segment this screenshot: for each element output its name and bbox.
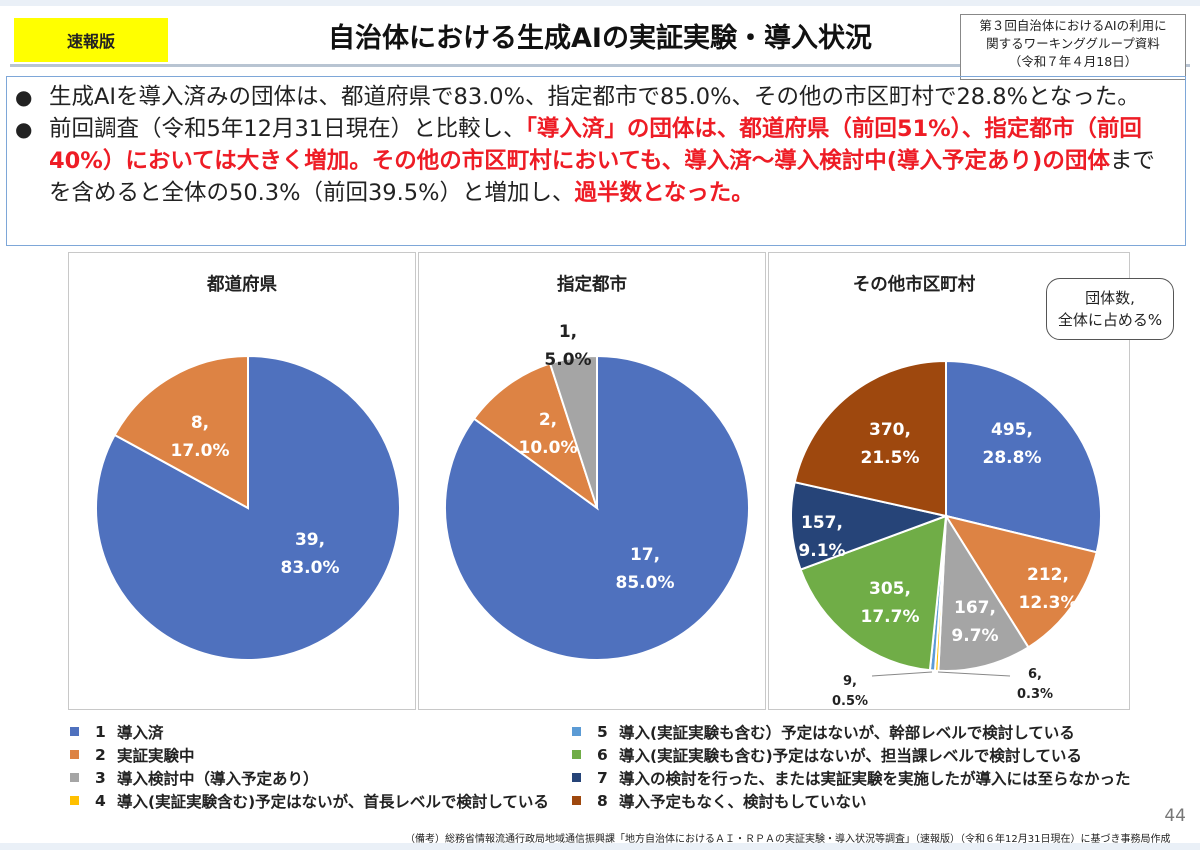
legend-label: 導入(実証実験も含む）予定はないが、幹部レベルで検討している: [619, 723, 1075, 742]
data-label-count: 167,: [954, 598, 996, 618]
legend-item: 1 導入済: [70, 720, 549, 743]
bullet-dot-icon: ●: [15, 85, 33, 109]
summary-bullet-1: ● 生成AIを導入済みの団体は、都道府県で83.0%、指定都市で85.0%、その…: [15, 81, 1177, 113]
legend-item: 5 導入(実証実験も含む）予定はないが、幹部レベルで検討している: [572, 720, 1131, 743]
legend-swatch: [70, 750, 79, 759]
legend-label: 導入(実証実験含む)予定はないが、首長レベルで検討している: [117, 792, 549, 811]
preliminary-badge: 速報版: [14, 18, 168, 62]
pie-slice-3: [937, 512, 1030, 672]
legend-label: 導入済: [117, 723, 164, 742]
pie-slice-2: [943, 514, 1098, 649]
top-band: [0, 0, 1200, 6]
source-line: 関するワーキンググループ資料: [986, 36, 1160, 51]
data-label-percent: 83.0%: [281, 558, 340, 578]
data-label-percent: 5.0%: [544, 350, 591, 370]
bullet-text: 生成AIを導入済みの団体は、都道府県で83.0%、指定都市で85.0%、その他の…: [49, 84, 1140, 110]
legend-swatch: [70, 773, 79, 782]
bullet-dot-icon: ●: [15, 117, 33, 141]
data-label-percent: 85.0%: [616, 573, 675, 593]
data-label-percent: 10.0%: [519, 438, 578, 458]
pie-title: 指定都市: [557, 275, 627, 295]
source-line: （令和７年４月18日）: [1008, 54, 1138, 69]
legend-label: 導入予定もなく、検討もしていない: [619, 792, 867, 811]
data-label-percent: 12.3%: [1019, 593, 1078, 613]
legend-swatch: [572, 796, 581, 805]
legend-swatch: [70, 727, 79, 736]
source-box: 第３回自治体におけるAIの利用に 関するワーキンググループ資料 （令和７年４月1…: [960, 14, 1186, 80]
legend-number: 6: [597, 745, 608, 764]
data-label-percent: 9.1%: [798, 541, 845, 561]
bullet-text: 前回調査（令和5年12月31日現在）と比較し、「導入済」の団体は、都道府県（前回…: [49, 116, 1155, 206]
page-number: 44: [1164, 806, 1186, 826]
legend-number: 7: [597, 768, 608, 787]
data-label-count: 39,: [295, 530, 325, 550]
legend-item: 2 実証実験中: [70, 743, 549, 766]
pie-slice-7: [790, 480, 950, 571]
data-label-count: 495,: [991, 420, 1033, 440]
legend-right: 5 導入(実証実験も含む）予定はないが、幹部レベルで検討している 6 導入(実証実験も…: [572, 720, 1131, 812]
legend-label: 導入検討中（導入予定あり）: [117, 769, 319, 788]
data-label-percent: 0.3%: [1017, 687, 1053, 702]
legend-number: 5: [597, 722, 608, 741]
pie-slice-2: [472, 362, 599, 511]
source-line: 第３回自治体におけるAIの利用に: [979, 18, 1167, 33]
legend-number: 2: [95, 745, 106, 764]
pie-slice-3: [548, 354, 598, 509]
data-label-count: 212,: [1027, 565, 1069, 585]
legend-left: 1 導入済 2 実証実験中 3 導入検討中（導入予定あり） 4 導入(実証実験含む)予定はない…: [70, 720, 549, 812]
leader-line: [871, 671, 933, 677]
pie-title: 都道府県: [207, 275, 277, 295]
pie-slice-2: [113, 354, 249, 510]
data-label-percent: 17.7%: [861, 607, 920, 627]
legend-label: 導入の検討を行った、または実証実験を実施したが導入には至らなかった: [619, 769, 1131, 788]
bottom-band: [0, 843, 1200, 850]
leader-line: [937, 671, 1011, 677]
pie-slice-1: [945, 359, 1102, 554]
summary-bullet-2: ● 前回調査（令和5年12月31日現在）と比較し、「導入済」の団体は、都道府県（…: [15, 113, 1177, 209]
footnote: （備考）総務省情報流通行政局地域通信振興課「地方自治体におけるＡＩ・ＲＰＡの実証…: [405, 834, 1171, 845]
pie-slice-6: [799, 514, 948, 672]
data-label-percent: 0.5%: [832, 694, 868, 709]
legend-swatch: [572, 727, 581, 736]
legend-item: 3 導入検討中（導入予定あり）: [70, 766, 549, 789]
legend-item: 7 導入の検討を行った、または実証実験を実施したが導入には至らなかった: [572, 766, 1131, 789]
title-divider: [10, 64, 1190, 67]
page-title: 自治体における生成AIの実証実験・導入状況: [328, 23, 872, 54]
data-label-count: 8,: [191, 413, 209, 433]
data-label-percent: 9.7%: [951, 626, 998, 646]
legend-swatch: [572, 750, 581, 759]
data-label-count: 1,: [559, 322, 577, 342]
data-label-count: 17,: [630, 545, 660, 565]
legend-swatch: [70, 796, 79, 805]
legend-number: 4: [95, 791, 106, 810]
legend-number: 8: [597, 791, 608, 810]
legend-item: 6 導入(実証実験も含む)予定はないが、担当課レベルで検討している: [572, 743, 1131, 766]
data-label-percent: 28.8%: [983, 448, 1042, 468]
data-label-count: 305,: [869, 579, 911, 599]
data-label-count: 157,: [801, 513, 843, 533]
legend-label: 実証実験中: [117, 746, 195, 765]
data-label-percent: 21.5%: [861, 448, 920, 468]
legend-swatch: [572, 773, 581, 782]
pie-slice-8: [793, 359, 947, 518]
unit-note: 団体数, 全体に占める%: [1046, 278, 1174, 340]
data-label-count: 370,: [869, 420, 911, 440]
legend-number: 1: [95, 722, 106, 741]
data-label-count: 9,: [843, 674, 857, 689]
data-label-count: 6,: [1028, 667, 1042, 682]
legend-item: 4 導入(実証実験含む)予定はないが、首長レベルで検討している: [70, 789, 549, 812]
data-label-count: 2,: [539, 410, 557, 430]
legend-item: 8 導入予定もなく、検討もしていない: [572, 789, 1131, 812]
legend-label: 導入(実証実験も含む)予定はないが、担当課レベルで検討している: [619, 746, 1082, 765]
pie-title: その他市区町村: [852, 275, 976, 295]
data-label-percent: 17.0%: [171, 441, 230, 461]
legend-number: 3: [95, 768, 106, 787]
summary-box: ● 生成AIを導入済みの団体は、都道府県で83.0%、指定都市で85.0%、その…: [6, 76, 1186, 246]
